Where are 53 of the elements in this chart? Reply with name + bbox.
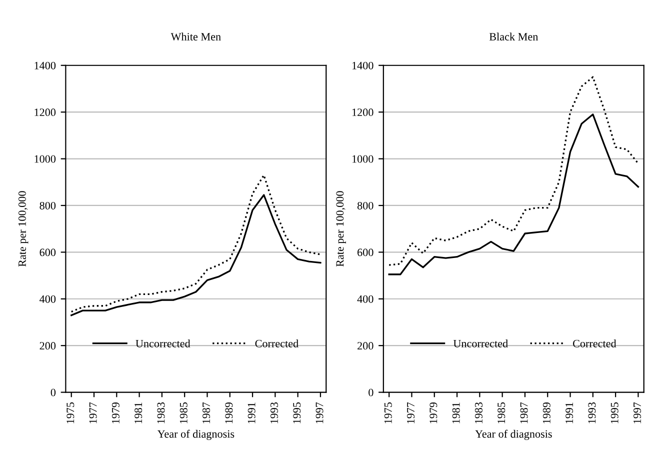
x-tick-label: 1991: [248, 402, 256, 424]
x-tick-label: 1985: [498, 402, 506, 424]
x-tick-label: 1979: [112, 402, 120, 424]
line-series: [388, 114, 640, 276]
x-tick-label: 1985: [180, 402, 188, 424]
x-tick-label: 1977: [89, 402, 97, 424]
x-tick-label: 1995: [610, 402, 618, 424]
x-tick-label: 1995: [293, 402, 301, 424]
legend-label: Corrected: [255, 340, 298, 348]
y-tick-label: 1200: [352, 108, 374, 116]
y-tick-label: 800: [357, 202, 374, 210]
x-tick-label: 1987: [520, 402, 528, 424]
y-tick-label: 0: [368, 388, 374, 396]
legend-label: Uncorrected: [136, 340, 190, 348]
x-tick-label: 1977: [407, 402, 415, 424]
legend-label: Corrected: [572, 340, 616, 348]
x-tick-label: 1981: [134, 402, 142, 424]
x-tick-label: 1979: [430, 402, 438, 424]
x-tick-label: 1975: [66, 402, 74, 424]
y-tick-label: 1400: [352, 62, 374, 70]
chart-title: White Men: [170, 32, 221, 41]
x-tick-label: 1991: [566, 402, 574, 424]
y-tick-label: 1200: [34, 108, 56, 116]
x-tick-label: 1987: [202, 402, 210, 424]
line-series: [388, 76, 640, 266]
y-tick-label: 600: [40, 248, 56, 256]
x-tick-label: 1997: [316, 402, 324, 424]
y-tick-label: 1000: [352, 155, 374, 163]
y-tick-label: 200: [358, 342, 374, 350]
x-tick-label: 1997: [634, 402, 641, 424]
x-tick-label: 1993: [270, 402, 278, 424]
x-axis-title: Year of diagnosis: [475, 430, 552, 440]
x-tick-label: 1983: [157, 402, 165, 424]
x-tick-label: 1983: [474, 402, 482, 424]
x-tick-label: 1981: [452, 402, 460, 424]
chart-title: Black Men: [489, 32, 538, 40]
x-axis-title: Year of diagnosis: [157, 430, 234, 440]
y-tick-label: 600: [358, 248, 374, 256]
y-tick-label: 1400: [34, 62, 56, 70]
y-tick-label: 400: [40, 295, 56, 303]
x-tick-label: 1993: [588, 402, 596, 424]
y-tick-label: 400: [357, 295, 374, 303]
x-tick-label: 1975: [384, 402, 392, 424]
y-tick-label: 0: [50, 388, 56, 396]
y-tick-label: 800: [40, 202, 56, 210]
y-tick-label: 1000: [34, 155, 56, 163]
y-axis-title: Rate per 100,000: [18, 191, 28, 267]
x-tick-label: 1989: [542, 402, 550, 424]
y-tick-label: 200: [40, 342, 56, 350]
x-tick-label: 1989: [225, 402, 233, 424]
line-series: [70, 174, 322, 313]
legend-label: Uncorrected: [453, 340, 508, 348]
y-axis-title: Rate per 100,000: [336, 191, 346, 267]
